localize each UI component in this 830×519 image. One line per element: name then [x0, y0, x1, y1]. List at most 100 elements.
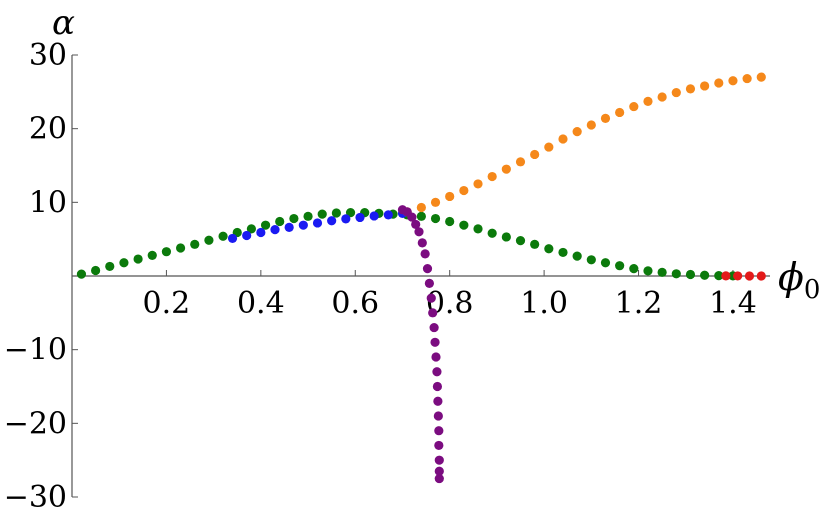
data-point — [629, 101, 639, 112]
data-point — [430, 197, 441, 207]
data-point — [615, 107, 625, 118]
data-point — [515, 236, 526, 246]
data-point — [515, 157, 526, 167]
data-point — [147, 250, 157, 260]
x-tick-label: 1.0 — [520, 286, 568, 321]
data-point — [445, 191, 455, 202]
data-point — [416, 211, 426, 221]
data-point — [432, 367, 442, 377]
data-point — [558, 134, 568, 144]
x-tick-label: 0.6 — [331, 286, 379, 321]
data-point — [700, 81, 710, 91]
data-point — [572, 251, 582, 261]
x-tick-label: 1.2 — [615, 286, 663, 321]
data-point — [558, 247, 568, 258]
series-2 — [402, 72, 766, 217]
y-tick-label: 30 — [29, 38, 67, 73]
data-point — [544, 244, 554, 254]
data-point — [643, 96, 653, 107]
series-3 — [721, 271, 766, 281]
data-point — [434, 455, 444, 465]
y-tick-label: −20 — [4, 406, 67, 441]
data-point — [411, 219, 421, 230]
data-point — [685, 84, 696, 94]
data-point — [204, 235, 214, 245]
data-point — [430, 337, 440, 347]
data-point — [586, 120, 596, 130]
data-point — [445, 216, 455, 227]
data-point — [434, 426, 444, 436]
data-point — [270, 224, 280, 235]
y-tick-label: −30 — [4, 480, 67, 515]
data-point — [434, 473, 444, 484]
data-point — [428, 308, 438, 318]
x-tick-label: 1.4 — [709, 286, 757, 321]
x-axis-label-main: ϕ — [778, 255, 804, 299]
data-point — [544, 142, 554, 152]
data-point — [284, 222, 294, 232]
data-point — [246, 224, 257, 234]
y-axis-label: α — [52, 3, 75, 43]
data-point — [742, 73, 752, 84]
data-points — [76, 72, 766, 484]
data-point — [331, 208, 341, 218]
data-point — [422, 264, 433, 274]
data-point — [459, 220, 469, 230]
data-point — [119, 258, 129, 268]
data-point — [355, 212, 365, 223]
data-point — [530, 149, 540, 160]
data-point — [417, 238, 427, 248]
data-point — [685, 269, 696, 280]
data-point — [629, 264, 639, 274]
data-point — [714, 271, 724, 281]
data-point — [424, 278, 434, 288]
data-point — [341, 214, 351, 224]
data-point — [744, 271, 755, 281]
data-point — [487, 228, 497, 238]
data-point — [432, 381, 443, 392]
x-axis-label: ϕ0 — [778, 255, 820, 305]
data-point — [728, 76, 738, 86]
data-point — [407, 212, 417, 222]
data-point — [76, 269, 87, 279]
data-point — [714, 78, 724, 88]
data-point — [256, 227, 266, 238]
data-point — [298, 220, 308, 230]
x-tick-label: 0.2 — [143, 286, 191, 321]
data-point — [431, 352, 441, 362]
data-point — [473, 224, 483, 234]
data-point — [671, 87, 681, 98]
data-point — [434, 466, 444, 476]
data-point — [175, 243, 186, 253]
data-point — [414, 227, 424, 237]
data-point — [303, 211, 313, 221]
x-ticks: 0.2 0.4 0.6 0.8 1.0 1.2 1.4 — [143, 270, 757, 321]
y-tick-label: 20 — [29, 112, 67, 147]
data-point — [643, 266, 653, 276]
data-point — [429, 322, 439, 333]
data-point — [434, 440, 444, 451]
data-point — [600, 258, 611, 268]
data-point — [430, 213, 441, 224]
y-tick-label: 10 — [29, 185, 67, 220]
axes — [71, 55, 770, 497]
data-point — [615, 261, 625, 271]
data-point — [487, 171, 497, 182]
y-tick-label: −10 — [4, 333, 67, 368]
data-point — [105, 261, 115, 272]
data-point — [733, 271, 743, 281]
data-point — [586, 255, 596, 265]
series-4 — [397, 205, 444, 484]
data-point — [312, 218, 323, 228]
data-point — [756, 271, 766, 281]
data-point — [572, 127, 582, 137]
data-point — [433, 411, 443, 421]
data-point — [161, 247, 172, 257]
data-point — [657, 92, 667, 102]
data-point — [383, 210, 393, 220]
data-point — [459, 185, 469, 196]
series-0 — [76, 208, 738, 281]
data-point — [369, 211, 379, 221]
y-ticks: −30 −20 −10 10 20 30 — [4, 38, 78, 515]
